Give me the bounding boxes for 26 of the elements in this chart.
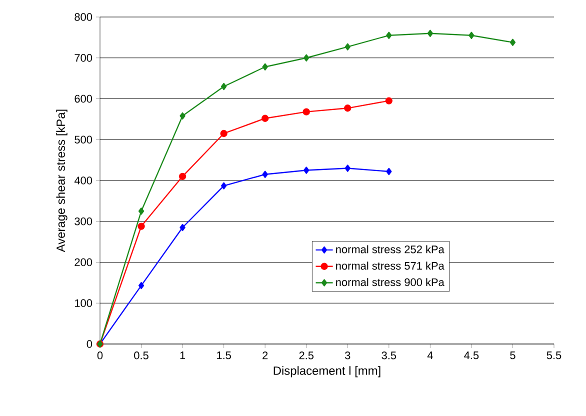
x-tick-label: 0 [97, 352, 103, 360]
y-tick-label: 700 [74, 54, 92, 62]
y-tick-label: 400 [74, 176, 92, 184]
x-tick-label: 2.5 [299, 352, 314, 360]
y-axis-title: Average shear stress [kPa] [56, 110, 68, 252]
y-tick-label: 800 [74, 13, 92, 21]
x-tick-label: 0.5 [134, 352, 148, 360]
x-tick-label: 5 [510, 352, 516, 360]
x-tick-label: 2 [262, 352, 268, 360]
y-tick-label: 0 [86, 340, 92, 348]
y-tick-label: 500 [74, 136, 92, 144]
y-tick-label: 300 [74, 218, 92, 226]
y-tick-label: 200 [74, 258, 92, 266]
x-tick-label: 3 [345, 352, 350, 360]
legend-label: normal stress 900 kPa [336, 278, 444, 286]
x-tick-label: 1.5 [217, 352, 231, 360]
y-tick-label: 600 [74, 94, 92, 103]
legend-label: normal stress 252 kPa [336, 245, 444, 254]
x-tick-label: 1 [180, 352, 186, 360]
x-tick-label: 4 [427, 352, 433, 360]
x-tick-label: 4.5 [464, 352, 479, 360]
x-tick-label: 5.5 [546, 352, 562, 360]
legend-label: normal stress 571 kPa [336, 262, 444, 270]
x-axis-title: Displacement l [mm] [274, 366, 380, 378]
x-tick-label: 3.5 [382, 352, 396, 360]
y-tick-label: 100 [75, 299, 92, 308]
